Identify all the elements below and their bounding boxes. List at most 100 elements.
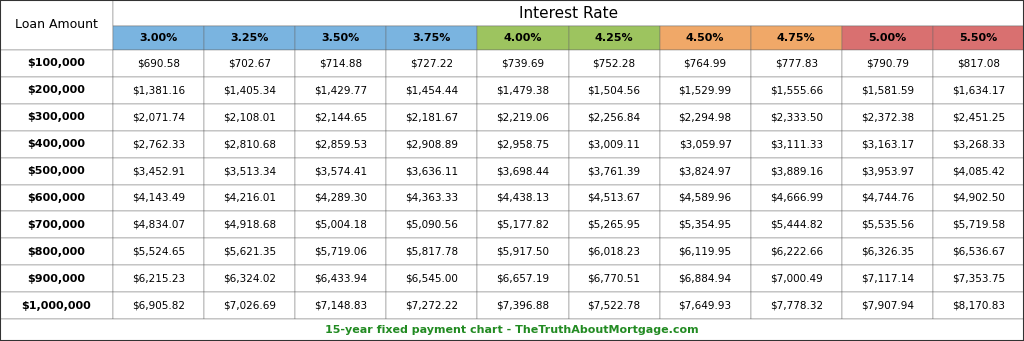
Bar [113,184,204,211]
Bar [477,104,568,131]
Text: $4,589.96: $4,589.96 [679,193,732,203]
Text: $2,958.75: $2,958.75 [497,139,550,149]
Text: $4,513.67: $4,513.67 [588,193,641,203]
Text: $5,535.56: $5,535.56 [861,220,913,230]
Bar [842,50,933,77]
Bar [204,26,295,50]
Bar [842,211,933,238]
Text: $2,859.53: $2,859.53 [314,139,368,149]
Text: $2,108.01: $2,108.01 [223,112,276,122]
Text: $7,907.94: $7,907.94 [861,300,913,311]
Bar [751,158,842,184]
Bar [659,292,751,319]
Bar [295,50,386,77]
Bar [933,238,1024,265]
Text: $1,634.17: $1,634.17 [952,85,1005,95]
Bar [386,265,477,292]
Text: $6,119.95: $6,119.95 [679,247,732,257]
Text: $714.88: $714.88 [319,58,362,69]
Bar [0,319,1024,341]
Bar [0,292,113,319]
Text: $4,666.99: $4,666.99 [770,193,823,203]
Text: $6,536.67: $6,536.67 [952,247,1005,257]
Text: $7,000.49: $7,000.49 [770,273,822,284]
Bar [659,104,751,131]
Bar [751,26,842,50]
Text: Loan Amount: Loan Amount [15,18,98,31]
Text: $4,918.68: $4,918.68 [223,220,276,230]
Text: $5,004.18: $5,004.18 [314,220,368,230]
Bar [568,238,659,265]
Text: 3.00%: 3.00% [139,33,178,43]
Text: $1,429.77: $1,429.77 [314,85,368,95]
Bar [659,265,751,292]
Bar [933,158,1024,184]
Text: $3,268.33: $3,268.33 [952,139,1005,149]
Bar [204,265,295,292]
Text: $4,216.01: $4,216.01 [223,193,276,203]
Bar [568,158,659,184]
Bar [113,238,204,265]
Bar [204,184,295,211]
Text: $4,143.49: $4,143.49 [132,193,185,203]
Bar [295,238,386,265]
Text: $4,438.13: $4,438.13 [497,193,550,203]
Bar [386,26,477,50]
Text: $790.79: $790.79 [866,58,909,69]
Bar [0,77,113,104]
Bar [568,104,659,131]
Bar [933,104,1024,131]
Bar [659,184,751,211]
Bar [386,158,477,184]
Text: Interest Rate: Interest Rate [519,5,618,20]
Text: $7,522.78: $7,522.78 [588,300,641,311]
Text: $4,834.07: $4,834.07 [132,220,185,230]
Text: $6,770.51: $6,770.51 [588,273,641,284]
Bar [933,77,1024,104]
Bar [113,50,204,77]
Bar [842,292,933,319]
Text: $727.22: $727.22 [411,58,454,69]
Text: $500,000: $500,000 [28,166,85,176]
Text: $3,574.41: $3,574.41 [314,166,368,176]
Bar [204,292,295,319]
Bar [386,50,477,77]
Text: $5,817.78: $5,817.78 [406,247,459,257]
Bar [751,104,842,131]
Text: $4,902.50: $4,902.50 [952,193,1005,203]
Bar [751,184,842,211]
Text: 3.25%: 3.25% [230,33,269,43]
Bar [477,77,568,104]
Text: $900,000: $900,000 [28,273,85,284]
Bar [751,131,842,158]
Bar [113,77,204,104]
Text: 15-year fixed payment chart - TheTruthAboutMortgage.com: 15-year fixed payment chart - TheTruthAb… [326,325,698,335]
Text: $3,009.11: $3,009.11 [588,139,640,149]
Bar [295,292,386,319]
Bar [113,0,1024,26]
Bar [842,158,933,184]
Bar [204,50,295,77]
Text: $400,000: $400,000 [28,139,85,149]
Text: $6,222.66: $6,222.66 [770,247,823,257]
Bar [113,158,204,184]
Text: 3.75%: 3.75% [413,33,451,43]
Bar [113,104,204,131]
Bar [477,131,568,158]
Bar [477,211,568,238]
Bar [842,104,933,131]
Text: $3,953.97: $3,953.97 [861,166,913,176]
Bar [568,211,659,238]
Text: $6,545.00: $6,545.00 [406,273,459,284]
Text: $3,698.44: $3,698.44 [497,166,550,176]
Text: 4.25%: 4.25% [595,33,634,43]
Bar [386,131,477,158]
Text: $4,744.76: $4,744.76 [861,193,913,203]
Bar [659,77,751,104]
Text: $7,148.83: $7,148.83 [314,300,368,311]
Text: $3,889.16: $3,889.16 [770,166,823,176]
Bar [204,158,295,184]
Bar [113,211,204,238]
Bar [477,265,568,292]
Bar [386,238,477,265]
